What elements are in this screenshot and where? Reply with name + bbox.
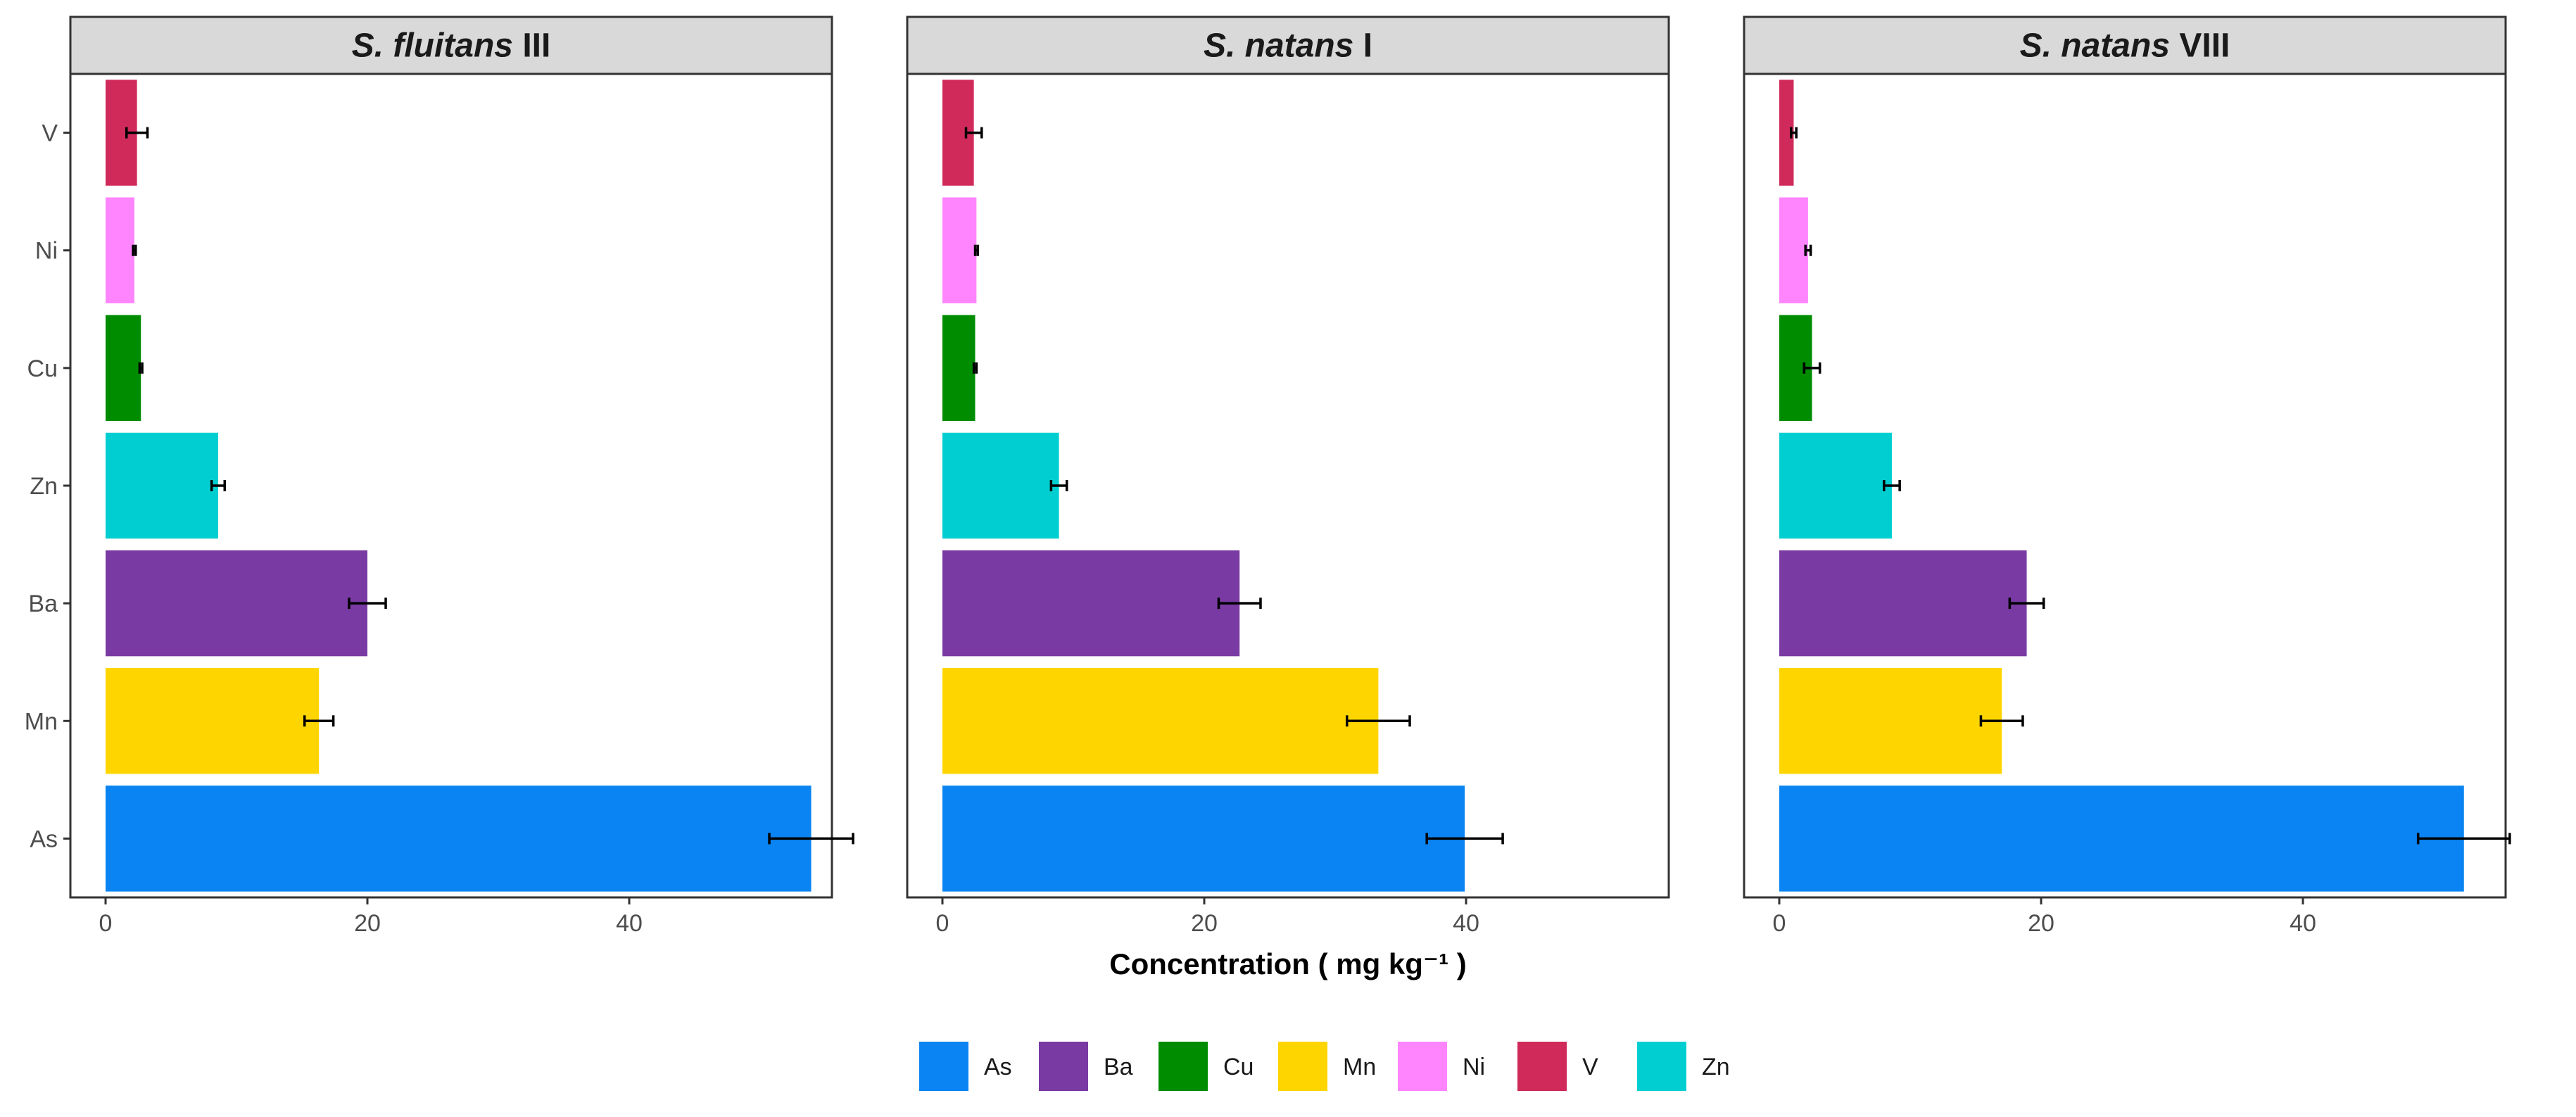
legend-label-cu: Cu xyxy=(1223,1054,1254,1080)
y-tick-label-v: V xyxy=(42,120,58,147)
panel-2-title: S. natans I xyxy=(1204,27,1372,65)
panel-2: S. natans I 0 20 40 xyxy=(906,15,1670,937)
panel-2-x-tick-label-20: 20 xyxy=(1191,910,1218,937)
panel-3-x-tick-label-0: 0 xyxy=(1773,910,1786,937)
panel-1-x-tick-label-40: 40 xyxy=(616,910,643,937)
panel-2-title-plain: I xyxy=(1363,27,1372,65)
legend-label-ba: Ba xyxy=(1104,1054,1133,1080)
panel-1-x-tick-label-0: 0 xyxy=(99,910,113,937)
panel-3: S. natans VIII 0 20 40 xyxy=(1743,15,2511,937)
panel-1-title-plain: III xyxy=(522,27,550,65)
panel-3-bar-ni xyxy=(1779,197,1808,303)
panel-1: S. fluitans III As Mn Ba Zn Cu Ni V 0 20 40 xyxy=(25,15,854,937)
panel-3-bar-mn xyxy=(1779,668,2002,774)
legend-key-ba xyxy=(1039,1042,1088,1091)
panel-1-bar-ba xyxy=(106,550,367,657)
panel-1-x-tick-label-20: 20 xyxy=(354,910,381,937)
y-tick-label-ni: Ni xyxy=(35,238,58,265)
panel-2-x-tick-label-40: 40 xyxy=(1453,910,1479,937)
legend-key-zn xyxy=(1637,1042,1686,1091)
legend-label-ni: Ni xyxy=(1463,1054,1485,1080)
panel-2-title-italic: S. natans xyxy=(1204,27,1363,65)
panel-3-bar-ba xyxy=(1779,550,2027,657)
panel-3-x-tick-label-20: 20 xyxy=(2028,910,2054,937)
panel-2-bar-mn xyxy=(942,668,1379,774)
panel-1-title: S. fluitans III xyxy=(352,27,551,65)
panel-1-title-italic: S. fluitans xyxy=(352,27,523,65)
panel-1-bar-ni xyxy=(106,197,134,303)
y-tick-label-as: As xyxy=(30,826,58,852)
y-tick-label-ba: Ba xyxy=(28,591,58,617)
legend-key-mn xyxy=(1278,1042,1327,1091)
panel-3-bar-v xyxy=(1779,80,1794,186)
panel-1-bar-as xyxy=(106,785,812,892)
panel-3-x-tick-label-40: 40 xyxy=(2290,910,2316,937)
y-tick-label-mn: Mn xyxy=(25,708,58,735)
panel-2-bar-ba xyxy=(942,550,1240,657)
panel-2-x-tick-label-0: 0 xyxy=(936,910,949,937)
legend: As Ba Cu Mn Ni V Zn xyxy=(919,1042,1730,1091)
panel-3-title-plain: VIII xyxy=(2179,27,2230,65)
y-tick-label-cu: Cu xyxy=(27,355,58,382)
x-axis-label: Concentration ( mg kg⁻¹ ) xyxy=(1109,947,1467,980)
legend-label-zn: Zn xyxy=(1702,1054,1730,1080)
legend-label-v: V xyxy=(1582,1054,1598,1080)
legend-key-as xyxy=(919,1042,968,1091)
legend-key-cu xyxy=(1158,1042,1208,1091)
legend-key-ni xyxy=(1398,1042,1447,1091)
panel-3-bar-zn xyxy=(1779,432,1892,539)
legend-label-mn: Mn xyxy=(1343,1054,1376,1080)
legend-label-as: As xyxy=(984,1054,1012,1080)
panel-3-title: S. natans VIII xyxy=(2020,27,2230,65)
panel-2-bar-cu xyxy=(942,315,976,422)
panel-1-bar-cu xyxy=(106,315,141,422)
panel-3-title-italic: S. natans xyxy=(2020,27,2180,65)
panel-2-bar-ni xyxy=(942,197,977,303)
legend-key-v xyxy=(1517,1042,1567,1091)
panel-1-strip xyxy=(69,15,833,75)
panel-2-bar-as xyxy=(942,785,1465,892)
panel-2-bar-zn xyxy=(942,432,1059,539)
panel-1-bar-mn xyxy=(106,668,320,774)
panel-3-bar-as xyxy=(1779,785,2464,892)
panel-1-bar-zn xyxy=(106,432,218,539)
y-tick-label-zn: Zn xyxy=(30,473,58,500)
panel-3-strip xyxy=(1743,15,2507,75)
